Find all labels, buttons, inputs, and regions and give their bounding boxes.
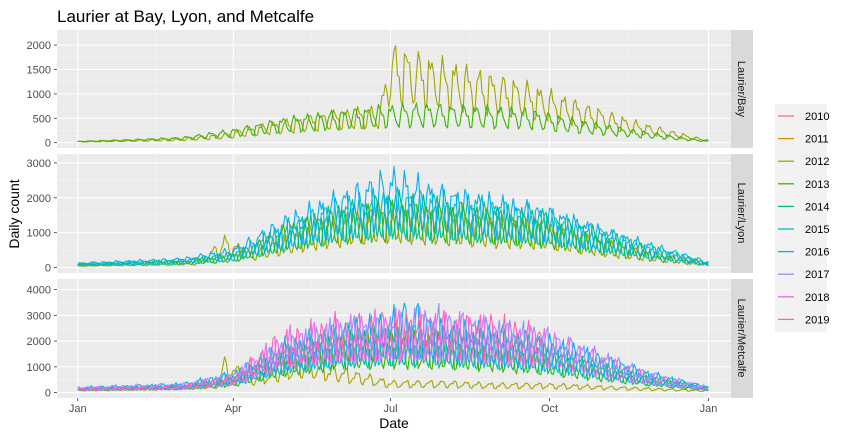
legend-label-2010: 2010 — [805, 111, 829, 123]
y-tick-label: 0 — [45, 138, 51, 150]
x-axis-title: Date — [379, 415, 409, 431]
x-tick-label: Jan — [700, 403, 718, 415]
legend-label-2017: 2017 — [805, 269, 829, 281]
x-tick-label: Apr — [225, 403, 242, 415]
panel-series — [77, 45, 709, 143]
facet-panel-laurier-bay: 0 500 1000 1500 2000 Laurier/Bay — [27, 30, 753, 150]
y-tick-label: 2000 — [27, 40, 51, 52]
series-line-2016 — [77, 165, 709, 267]
series-line-2012 — [77, 45, 709, 143]
y-tick-label: 1000 — [27, 228, 51, 240]
y-axis-title: Daily count — [6, 179, 22, 248]
strip-label-laurier-metcalfe: Laurier/Metcalfe — [735, 299, 747, 378]
legend-label-2013: 2013 — [805, 179, 829, 191]
y-tick-label: 2000 — [27, 193, 51, 205]
series-line-2014 — [77, 189, 709, 267]
chart-title: Laurier at Bay, Lyon, and Metcalfe — [57, 7, 314, 26]
y-tick-label: 1000 — [27, 362, 51, 374]
y-tick-label: 500 — [33, 113, 51, 125]
legend-label-2016: 2016 — [805, 247, 829, 259]
y-tick-label: 1000 — [27, 89, 51, 101]
strip-background — [731, 279, 753, 398]
strip-label-laurier-bay: Laurier/Bay — [735, 61, 747, 118]
legend-label-2011: 2011 — [805, 134, 829, 146]
x-tick-label: Oct — [541, 403, 558, 415]
x-tick-label: Jan — [69, 403, 87, 415]
y-tick-label: 4000 — [27, 285, 51, 297]
series-line-2019 — [77, 305, 545, 392]
y-tick-label: 2000 — [27, 336, 51, 348]
y-axis-ticks: 0 1000 2000 3000 4000 — [27, 285, 57, 400]
series-line-2017 — [77, 302, 709, 391]
legend: 2010 2011 2012 2013 2014 2015 2016 2017 2018 2019 — [775, 104, 829, 332]
series-line-2015 — [77, 186, 709, 267]
legend-label-2019: 2019 — [805, 314, 829, 326]
panel-grid — [57, 30, 731, 148]
y-tick-label: 0 — [45, 263, 51, 275]
y-tick-label: 3000 — [27, 158, 51, 170]
x-tick-label: Jul — [384, 403, 398, 415]
panel-series — [77, 302, 709, 392]
y-axis-ticks: 0 1000 2000 3000 — [27, 158, 57, 275]
strip-background — [731, 154, 753, 273]
legend-label-2015: 2015 — [805, 224, 829, 236]
y-tick-label: 3000 — [27, 310, 51, 322]
y-axis-ticks: 0 500 1000 1500 2000 — [27, 40, 57, 150]
y-tick-label: 0 — [45, 388, 51, 400]
legend-label-2014: 2014 — [805, 201, 829, 213]
legend-label-2012: 2012 — [805, 156, 829, 168]
facet-panel-laurier-metcalfe: 0 1000 2000 3000 4000 Laurier/Metcalfe — [27, 279, 753, 400]
strip-label-laurier-lyon: Laurier/Lyon — [735, 183, 747, 244]
y-tick-label: 1500 — [27, 64, 51, 76]
facet-panel-laurier-lyon: 0 1000 2000 3000 Laurier/Lyon — [27, 154, 753, 275]
panel-series — [77, 165, 709, 267]
x-axis-ticks: Jan Apr Jul Oct Jan — [69, 398, 718, 415]
series-line-2013 — [77, 102, 709, 143]
panel-grid — [57, 154, 731, 273]
legend-label-2018: 2018 — [805, 292, 829, 304]
strip-background — [731, 30, 753, 148]
